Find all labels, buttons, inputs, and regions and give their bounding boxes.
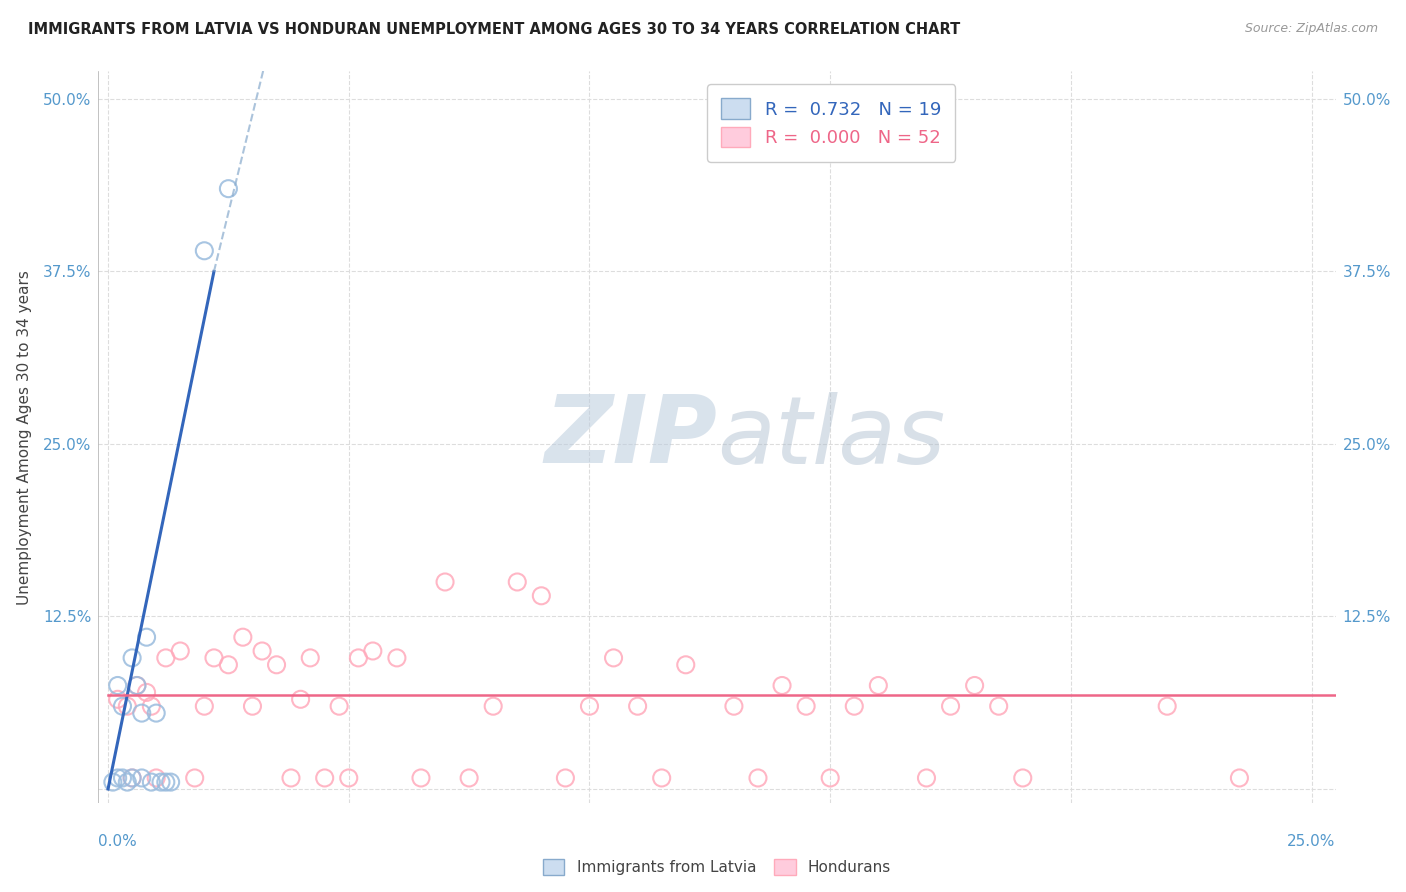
Point [135, 685, 157, 699]
Point [602, 651, 624, 665]
Point [202, 651, 225, 665]
Point [111, 771, 134, 785]
Point [770, 678, 793, 692]
Point [299, 651, 322, 665]
Point [121, 771, 143, 785]
Point [458, 771, 481, 785]
Point [125, 678, 148, 692]
Point [121, 651, 143, 665]
Point [131, 771, 153, 785]
Point [117, 775, 139, 789]
Text: IMMIGRANTS FROM LATVIA VS HONDURAN UNEMPLOYMENT AMONG AGES 30 TO 34 YEARS CORREL: IMMIGRANTS FROM LATVIA VS HONDURAN UNEMP… [28, 22, 960, 37]
Point [107, 678, 129, 692]
Point [169, 644, 191, 658]
Point [232, 630, 254, 644]
Text: ZIP: ZIP [544, 391, 717, 483]
Point [409, 771, 432, 785]
Point [141, 699, 163, 714]
Point [385, 651, 408, 665]
Point [242, 699, 264, 714]
Point [150, 775, 173, 789]
Point [844, 699, 866, 714]
Point [217, 657, 239, 672]
Point [1156, 699, 1178, 714]
Point [141, 775, 163, 789]
Point [125, 678, 148, 692]
Point [111, 699, 134, 714]
Point [135, 630, 157, 644]
Point [155, 775, 177, 789]
Legend: Immigrants from Latvia, Hondurans: Immigrants from Latvia, Hondurans [536, 852, 898, 883]
Point [963, 678, 986, 692]
Text: atlas: atlas [717, 392, 945, 483]
Point [987, 699, 1010, 714]
Point [155, 651, 177, 665]
Point [347, 651, 370, 665]
Text: 25.0%: 25.0% [1288, 834, 1336, 849]
Point [117, 699, 139, 714]
Point [747, 771, 769, 785]
Point [915, 771, 938, 785]
Point [337, 771, 360, 785]
Point [434, 574, 457, 589]
Point [578, 699, 600, 714]
Point [250, 644, 273, 658]
Point [361, 644, 384, 658]
Point [101, 775, 124, 789]
Point [193, 244, 215, 258]
Point [314, 771, 336, 785]
Point [290, 692, 312, 706]
Text: 0.0%: 0.0% [98, 834, 138, 849]
Point [145, 706, 167, 720]
Point [107, 771, 129, 785]
Point [131, 706, 153, 720]
Point [794, 699, 817, 714]
Point [145, 771, 167, 785]
Point [1229, 771, 1251, 785]
Y-axis label: Unemployment Among Ages 30 to 34 years: Unemployment Among Ages 30 to 34 years [17, 269, 32, 605]
Point [554, 771, 576, 785]
Text: Source: ZipAtlas.com: Source: ZipAtlas.com [1244, 22, 1378, 36]
Point [506, 574, 529, 589]
Point [328, 699, 350, 714]
Point [868, 678, 890, 692]
Point [1011, 771, 1033, 785]
Point [280, 771, 302, 785]
Point [651, 771, 673, 785]
Point [266, 657, 288, 672]
Point [159, 775, 181, 789]
Point [121, 771, 143, 785]
Point [530, 589, 553, 603]
Point [939, 699, 962, 714]
Point [107, 692, 129, 706]
Point [818, 771, 841, 785]
Point [627, 699, 650, 714]
Point [482, 699, 505, 714]
Point [193, 699, 215, 714]
Point [723, 699, 745, 714]
Point [183, 771, 205, 785]
Point [217, 182, 239, 196]
Point [675, 657, 697, 672]
